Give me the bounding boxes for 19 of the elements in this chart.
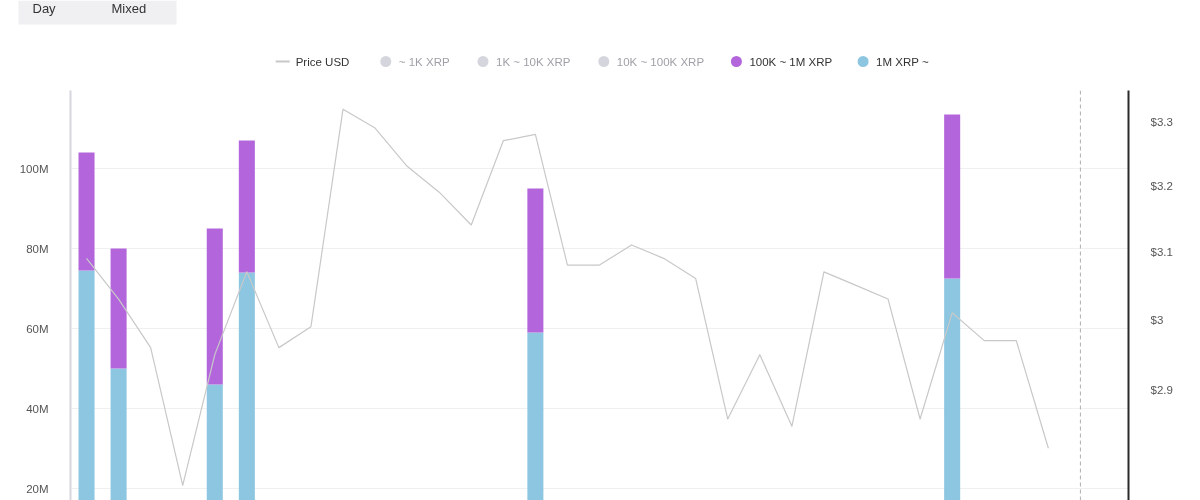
y-tick-label: 60M <box>26 322 49 335</box>
y2-tick-label: $2.9 <box>1150 384 1173 397</box>
legend-label: 1K ~ 10K XRP <box>496 55 571 68</box>
y2-tick-label: $3.3 <box>1150 115 1173 128</box>
text: Mixed <box>111 1 147 16</box>
y-tick-label: 100M <box>19 162 49 175</box>
text: Day <box>32 1 57 16</box>
legend-label: Price USD <box>295 55 350 68</box>
y-tick-label: 40M <box>26 402 49 415</box>
y-tick-label: 20M <box>26 482 49 495</box>
legend-label: ~ 1K XRP <box>398 55 450 68</box>
legend-label: 10K ~ 100K XRP <box>616 55 705 68</box>
legend-label: 1M XRP ~ <box>876 55 929 68</box>
y2-tick-label: $3 <box>1150 313 1164 326</box>
y2-tick-label: $3.1 <box>1150 245 1173 258</box>
legend-label: 100K ~ 1M XRP <box>749 55 833 68</box>
y-tick-label: 80M <box>26 242 49 255</box>
y2-tick-label: $3.2 <box>1150 179 1173 192</box>
line-series <box>85 108 1049 487</box>
